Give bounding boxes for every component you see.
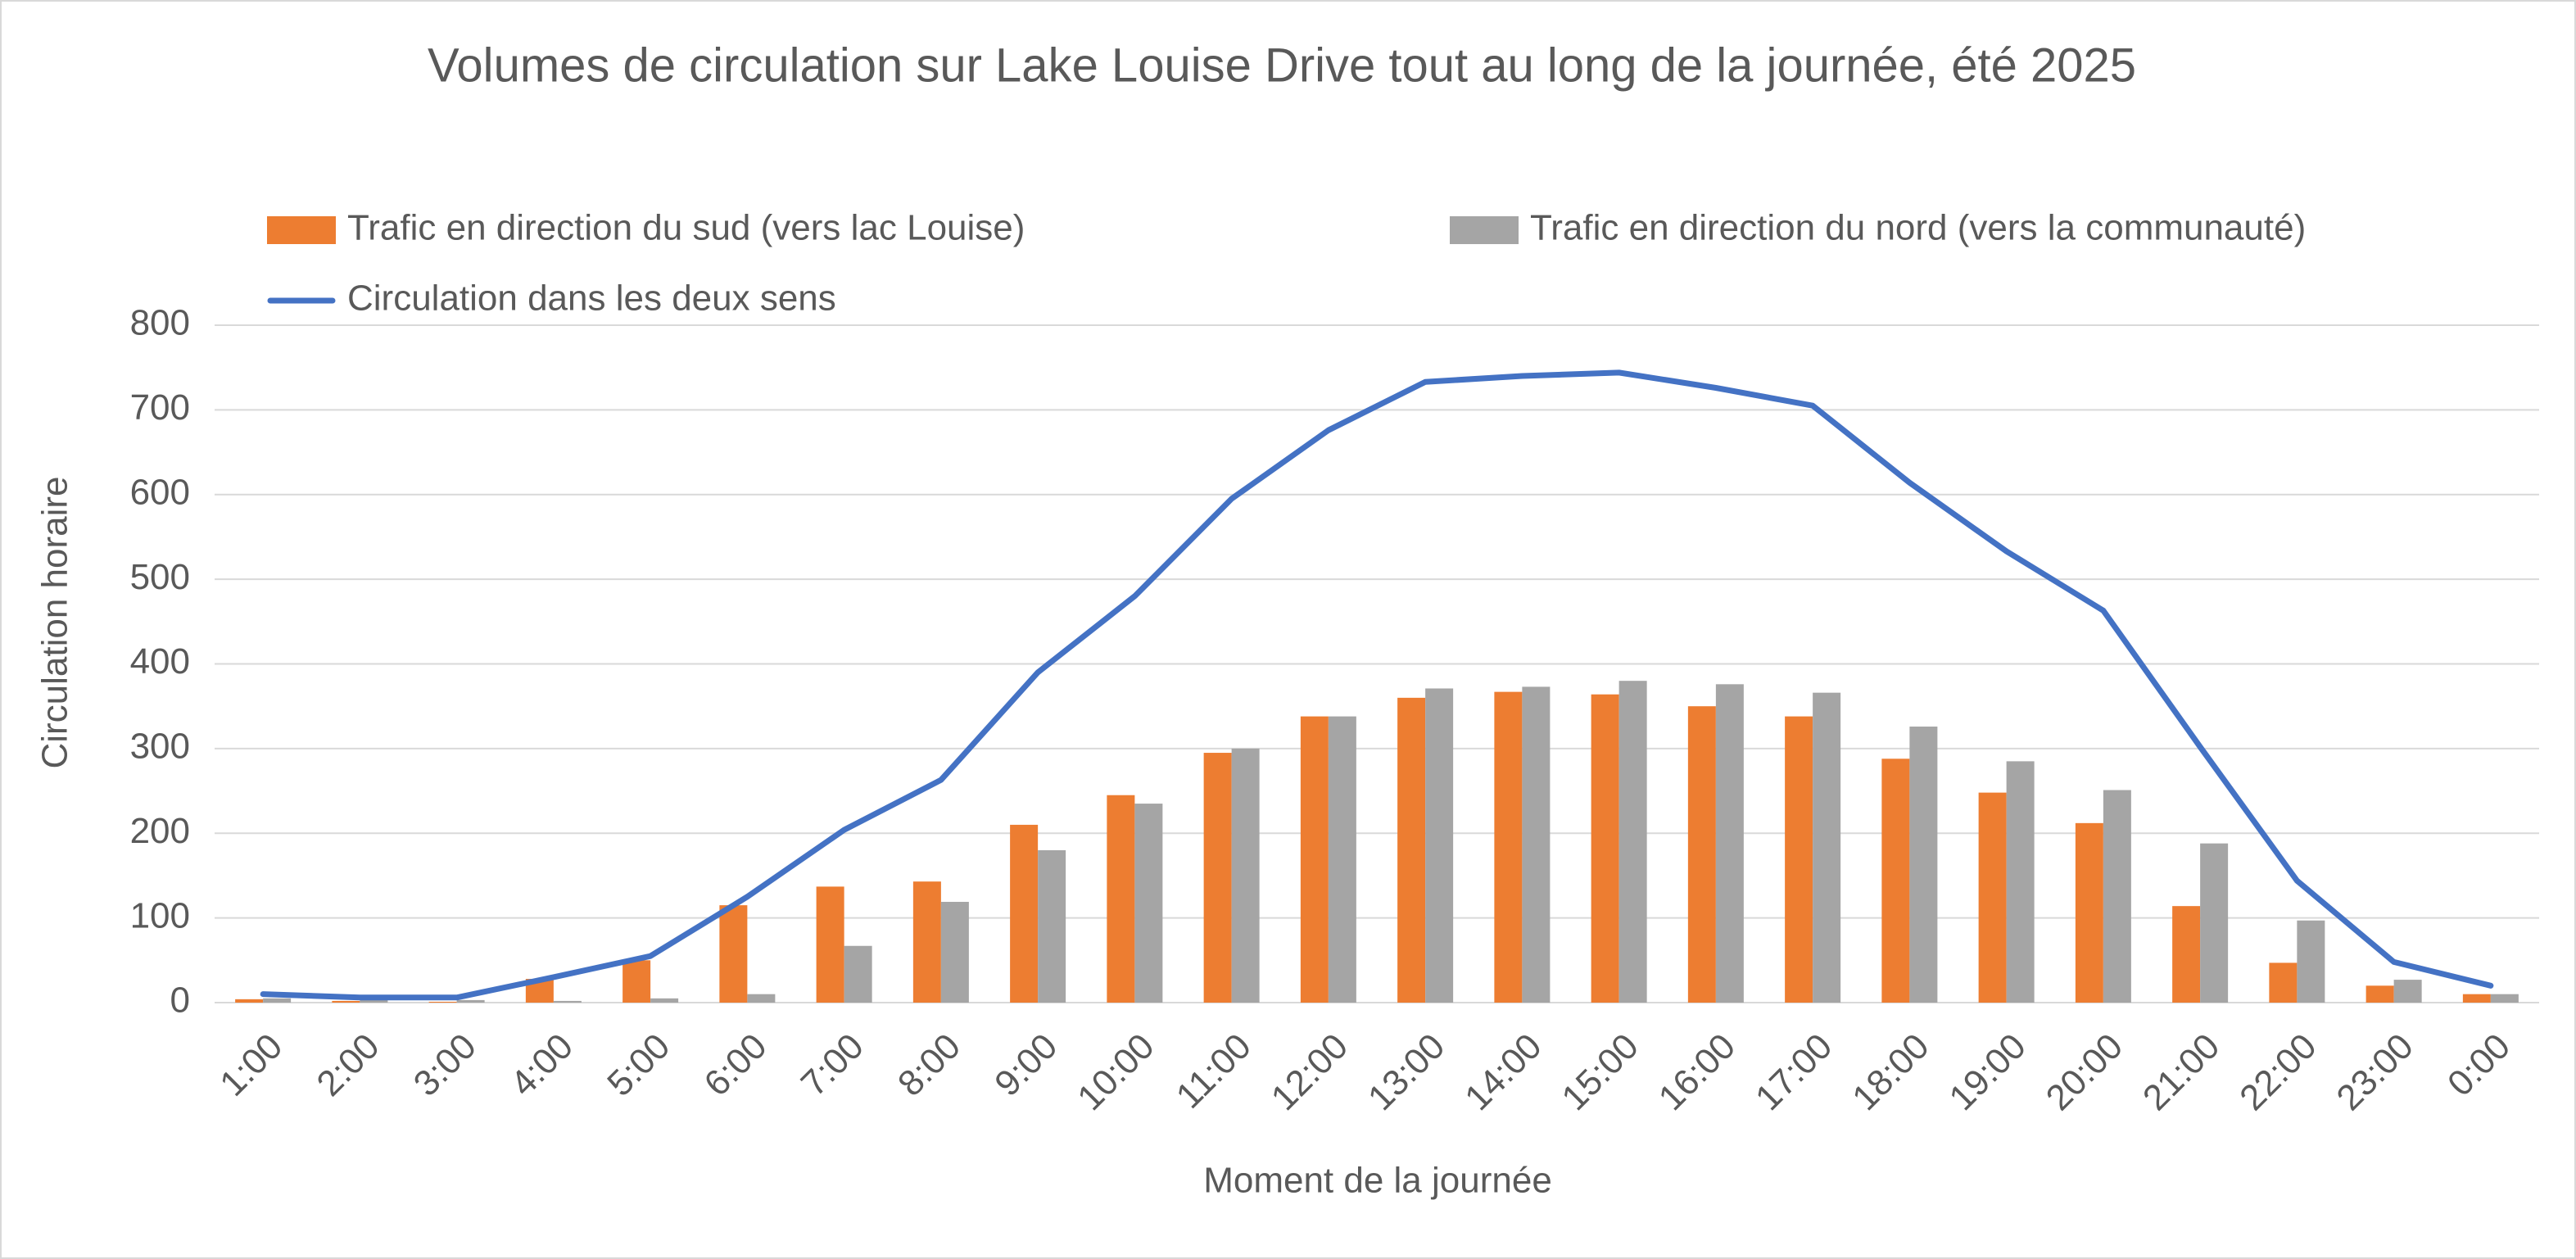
bar	[650, 998, 679, 1003]
legend-label: Circulation dans les deux sens	[347, 279, 836, 319]
bar	[2393, 980, 2422, 1003]
bar	[456, 999, 485, 1003]
bar	[940, 901, 969, 1003]
bar	[2200, 843, 2229, 1003]
bar	[553, 1000, 582, 1003]
y-tick-label: 0	[170, 980, 190, 1021]
bar	[1010, 824, 1039, 1003]
bar	[1813, 692, 1841, 1003]
bar	[1618, 681, 1647, 1003]
bar	[2269, 962, 2298, 1003]
y-tick-label: 400	[130, 641, 190, 682]
bar	[622, 960, 651, 1003]
line	[260, 369, 2494, 1001]
y-tick-label: 800	[130, 303, 190, 343]
bar	[1397, 697, 1426, 1003]
y-tick-label: 700	[130, 387, 190, 428]
bar	[428, 1001, 457, 1003]
bar	[2172, 906, 2201, 1003]
bar	[1978, 792, 2007, 1003]
bar	[360, 999, 388, 1003]
bar	[1715, 684, 1744, 1003]
bar	[1687, 706, 1716, 1003]
bar	[2462, 994, 2491, 1003]
y-tick-label: 500	[130, 557, 190, 597]
bar	[912, 881, 941, 1003]
bar	[1038, 849, 1066, 1003]
legend-label: Trafic en direction du nord (vers la com…	[1530, 208, 2306, 248]
bar	[719, 905, 748, 1003]
y-tick-label: 600	[130, 472, 190, 512]
bar	[1785, 716, 1813, 1003]
bar	[2365, 985, 2394, 1003]
y-tick-label: 100	[130, 895, 190, 935]
bar	[844, 945, 872, 1003]
y-tick-label: 200	[130, 811, 190, 851]
bar	[2297, 920, 2325, 1003]
bar	[332, 1000, 360, 1003]
bar	[1107, 795, 1135, 1003]
bar	[235, 999, 264, 1003]
chart-title: Volumes de circulation sur Lake Louise D…	[428, 38, 2136, 92]
bar	[1881, 759, 1910, 1003]
bar	[2103, 790, 2131, 1003]
y-axis-title: Circulation horaire	[35, 476, 75, 768]
bar	[1425, 688, 1454, 1003]
bar	[1328, 716, 1356, 1003]
bar	[263, 998, 292, 1003]
bar	[1300, 716, 1329, 1003]
bar	[1591, 694, 1619, 1003]
legend-swatch	[267, 216, 336, 244]
bar	[816, 886, 844, 1003]
bar	[1231, 748, 1260, 1003]
y-tick-label: 300	[130, 727, 190, 767]
bar	[2006, 761, 2035, 1003]
bar	[1522, 686, 1551, 1003]
bar	[2075, 822, 2103, 1003]
legend-swatch	[1450, 216, 1519, 244]
bar	[1494, 691, 1523, 1003]
bar	[1909, 726, 1938, 1003]
bar	[747, 994, 776, 1003]
x-axis-title: Moment de la journée	[1203, 1161, 1552, 1201]
bar	[1203, 753, 1232, 1003]
bar	[1134, 804, 1163, 1003]
legend-label: Trafic en direction du sud (vers lac Lou…	[347, 208, 1025, 248]
bar	[2490, 994, 2519, 1003]
